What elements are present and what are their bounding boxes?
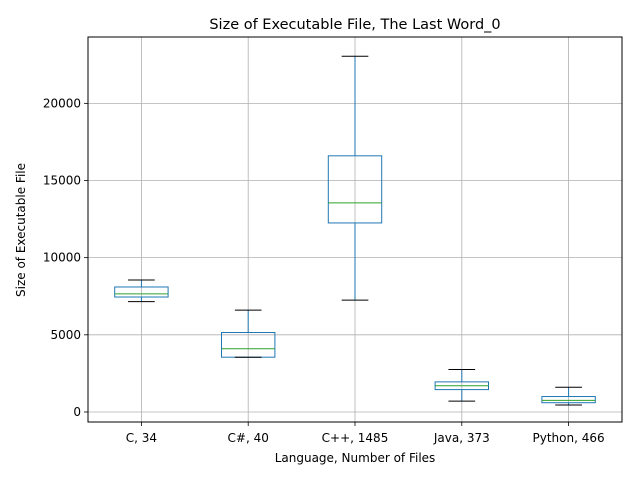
y-tick-label: 10000 xyxy=(43,251,81,265)
iqr-box xyxy=(327,155,383,224)
iqr-box xyxy=(114,286,169,298)
iqr-box xyxy=(541,396,596,404)
box-group xyxy=(434,369,490,402)
x-tick-label: Python, 466 xyxy=(533,431,605,445)
x-tick-label: C, 34 xyxy=(126,431,157,445)
box-series xyxy=(114,55,596,406)
box-group xyxy=(221,309,276,358)
x-tick-label: C#, 40 xyxy=(228,431,269,445)
y-tick-label: 20000 xyxy=(43,96,81,110)
y-tick-label: 0 xyxy=(73,405,81,419)
box-group xyxy=(541,386,596,406)
y-axis-label: Size of Executable File xyxy=(14,163,28,297)
box-group xyxy=(327,55,383,301)
y-tick-label: 5000 xyxy=(50,328,81,342)
chart-title: Size of Executable File, The Last Word_0 xyxy=(209,17,500,33)
y-tick-label: 15000 xyxy=(43,174,81,188)
x-tick-label: C++, 1485 xyxy=(322,431,389,445)
x-axis-label: Language, Number of Files xyxy=(275,451,436,465)
axis-ticks: 0 5000 10000 15000 20000 C, 34 C#, 40 C++, 1485… xyxy=(43,96,605,445)
box-group xyxy=(114,279,169,303)
x-tick-label: Java, 373 xyxy=(433,431,490,445)
